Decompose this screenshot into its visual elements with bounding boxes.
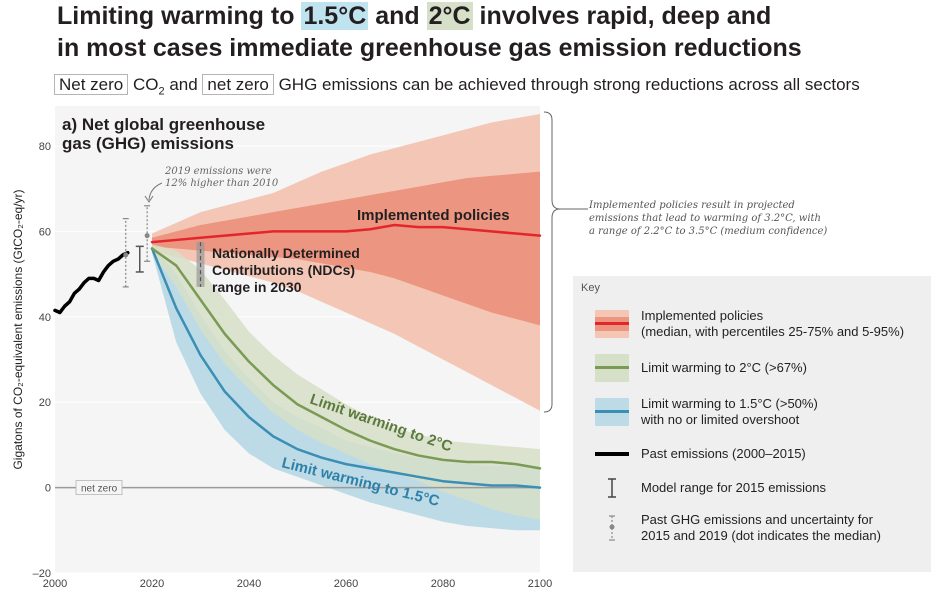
projection-brace (543, 111, 561, 413)
annotation-2019-arrowhead (144, 195, 154, 203)
band-2c (152, 244, 540, 520)
key-label-model-range: Model range for 2015 emissions (641, 480, 826, 495)
subtitle-subscript: 2 (158, 85, 165, 98)
subtitle-text-3: GHG emissions can be achieved through st… (273, 75, 860, 94)
past-emissions-line (53, 251, 130, 315)
title-text-a: Limiting warming to (57, 2, 302, 30)
policies-band-25-75 (152, 171, 540, 326)
key-legend: Key Implemented policies (median, with p… (573, 276, 931, 572)
key-item-past-emissions: Past emissions (2000–2015) (595, 440, 806, 468)
key-item-1-5c: Limit warming to 1.5°C (>50%) with no or… (595, 396, 818, 428)
key-swatch-2c (595, 354, 629, 382)
key-item-model-range: Model range for 2015 emissions (595, 474, 826, 502)
subtitle-text-1: CO (128, 75, 159, 94)
key-swatch-model-range (595, 474, 629, 502)
x-tick-label: 2040 (237, 578, 261, 590)
key-swatch-past (595, 440, 629, 468)
x-tick-label: 2020 (140, 578, 164, 590)
key-item-past-ghg: Past GHG emissions and uncertainty for 2… (595, 512, 881, 544)
median-line-2c (150, 247, 542, 470)
projection-note: Implemented policies result in projected… (589, 200, 828, 237)
key-label-1-5c: Limit warming to 1.5°C (>50%) with no or… (641, 396, 818, 427)
key-label-2c: Limit warming to 2°C (>67%) (641, 360, 807, 375)
label-implemented-policies: Implemented policies (357, 207, 510, 224)
key-item-2c: Limit warming to 2°C (>67%) (595, 354, 807, 382)
y-tick-label: 60 (39, 226, 51, 238)
median-line-policies (150, 223, 542, 244)
title-line-1: Limiting warming to 1.5°C and 2°C involv… (57, 0, 937, 32)
subtitle-text-2: and (164, 75, 203, 94)
panel-label: a) Net global greenhouse gas (GHG) emissi… (62, 115, 265, 153)
x-tick-label: 2100 (528, 578, 552, 590)
annotation-2019-arrow (148, 182, 163, 201)
title-text-c: involves rapid, deep and (472, 2, 772, 30)
key-title: Key (581, 282, 600, 294)
y-tick-label: 20 (39, 397, 51, 409)
x-tick-label: 2080 (431, 578, 455, 590)
median-line-1-5c (150, 247, 542, 489)
title-line-2: in most cases immediate greenhouse gas e… (57, 34, 802, 62)
title-text-b: and (368, 2, 427, 30)
subtitle: Net zero CO2 and net zero GHG emissions … (54, 74, 860, 98)
ndc-label: Nationally Determined Contributions (NDCs… (212, 245, 360, 295)
key-label-policies: Implemented policies (median, with perce… (641, 308, 905, 339)
y-tick-label: 40 (39, 312, 51, 324)
key-label-past-ghg: Past GHG emissions and uncertainty for 2… (641, 512, 881, 543)
y-tick-label: –20 (33, 568, 51, 580)
key-swatch-past-ghg (595, 514, 629, 542)
y-tick-label: 80 (39, 141, 51, 153)
subtitle-net-zero-box-2: net zero (202, 74, 274, 95)
key-swatch-policies (595, 310, 629, 338)
key-item-implemented-policies: Implemented policies (median, with perce… (595, 308, 904, 340)
key-swatch-1-5c (595, 398, 629, 426)
key-label-past: Past emissions (2000–2015) (641, 446, 806, 461)
x-tick-label: 2000 (43, 578, 67, 590)
x-tick-label: 2060 (334, 578, 358, 590)
main-title: Limiting warming to 1.5°C and 2°C involv… (57, 0, 937, 64)
y-tick-label: 0 (45, 483, 51, 495)
title-highlight-2c: 2°C (426, 2, 473, 30)
annotation-2019: 2019 emissions were 12% higher than 2010 (164, 166, 279, 189)
y-axis-label: Gigatons of CO₂-equivalent emissions (Gt… (11, 189, 25, 469)
past-ghg-2019-median-dot (144, 233, 150, 239)
net-zero-label-box (75, 480, 123, 496)
past-ghg-2015-median-dot (123, 252, 129, 258)
subtitle-net-zero-box-1: Net zero (54, 74, 129, 95)
net-zero-label: net zero (81, 484, 118, 495)
title-highlight-1-5c: 1.5°C (301, 2, 369, 30)
